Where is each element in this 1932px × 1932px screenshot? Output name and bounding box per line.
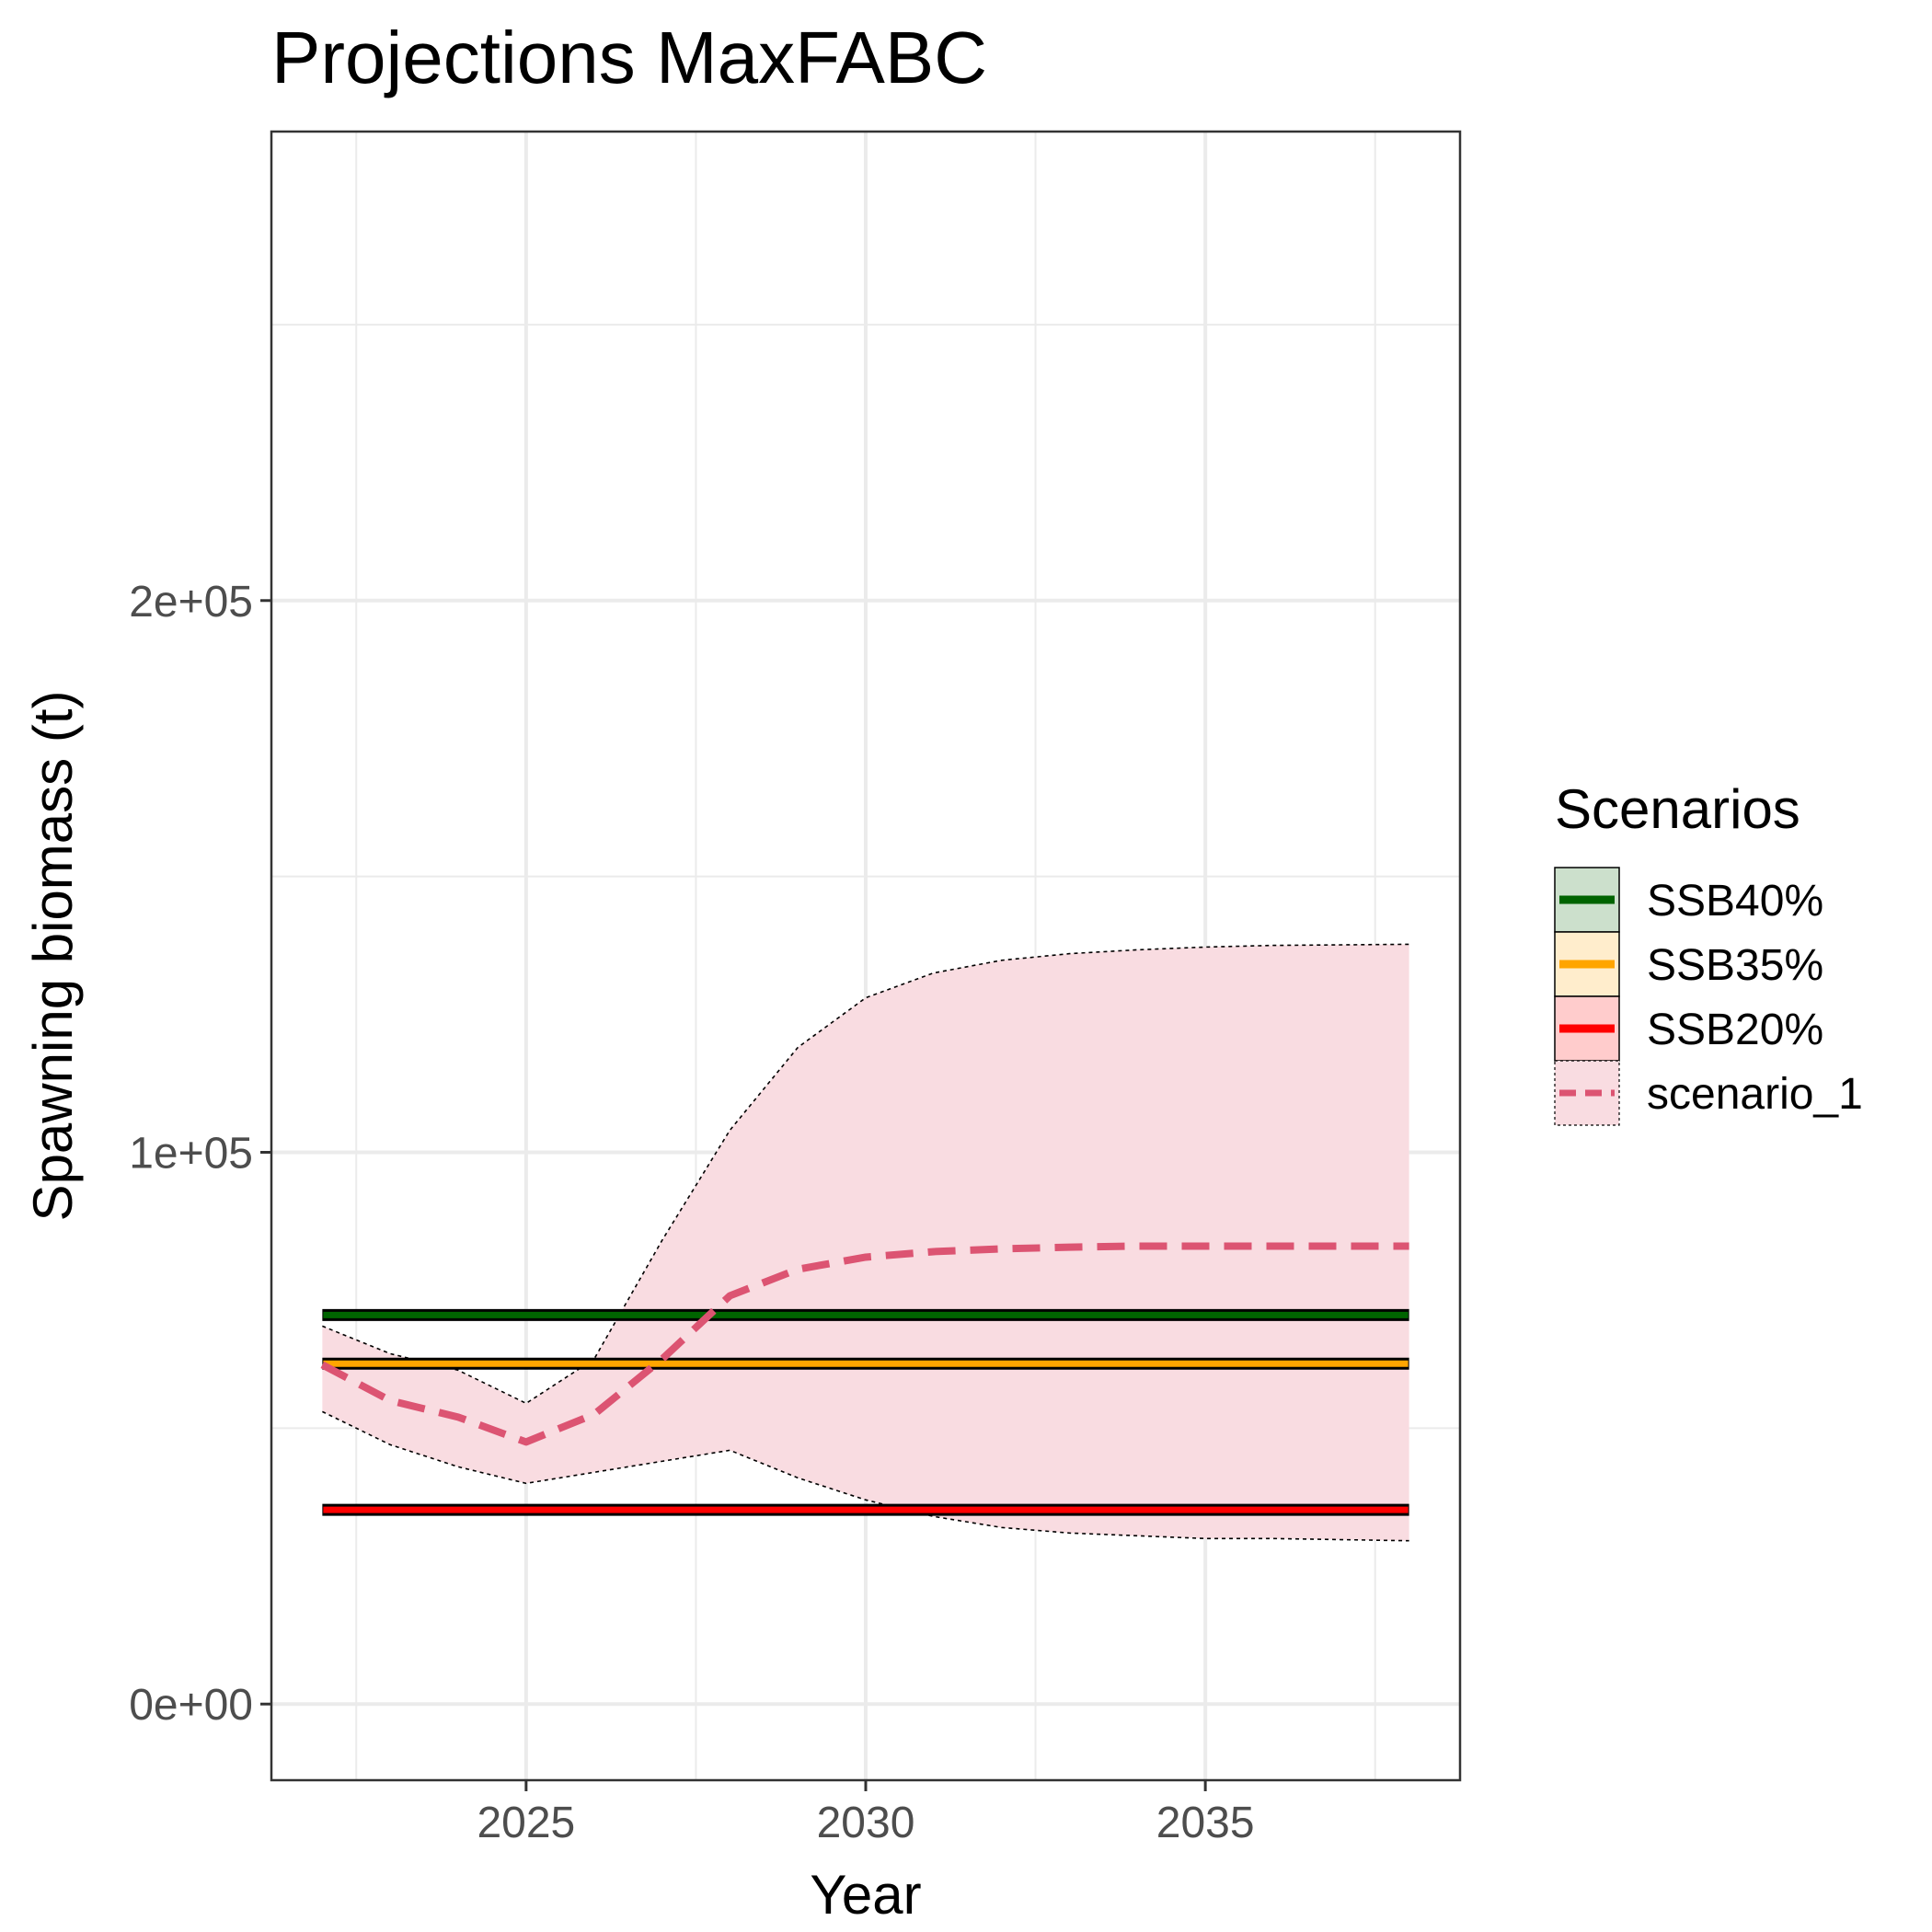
ribbon-scenario_1 — [322, 944, 1409, 1541]
x-axis-title: Year — [810, 1864, 921, 1926]
legend: Scenarios SSB40% SSB35% SSB20% scenario_1 — [1554, 778, 1863, 1126]
y-tick-label: 2e+05 — [129, 578, 253, 627]
reference-lines — [322, 1308, 1409, 1516]
series-lines — [320, 1242, 1409, 1446]
x-tick-label: 2030 — [817, 1799, 915, 1847]
chart-title: Projections MaxFABC — [271, 17, 987, 98]
x-tick-label: 2035 — [1156, 1799, 1255, 1847]
ribbon-lower-scenario_1 — [322, 1410, 1409, 1542]
legend-label-SSB40%: SSB40% — [1647, 877, 1823, 926]
x-tick-label: 2025 — [477, 1799, 575, 1847]
ribbon-upper-scenario_1 — [322, 943, 1409, 1405]
legend-label-SSB20%: SSB20% — [1647, 1006, 1823, 1054]
ribbons — [322, 943, 1409, 1542]
x-axis: 2025 2030 2035 — [477, 1780, 1255, 1847]
legend-label-SSB35%: SSB35% — [1647, 941, 1823, 990]
y-tick-label: 0e+00 — [129, 1681, 253, 1730]
y-tick-label: 1e+05 — [129, 1130, 253, 1179]
y-axis-title: Spawning biomass (t) — [22, 691, 84, 1222]
legend-label-scenario_1: scenario_1 — [1647, 1070, 1863, 1119]
legend-title: Scenarios — [1555, 778, 1800, 840]
y-axis: 0e+00 1e+05 2e+05 — [129, 578, 271, 1730]
series-line-scenario_1 — [320, 1242, 1409, 1446]
